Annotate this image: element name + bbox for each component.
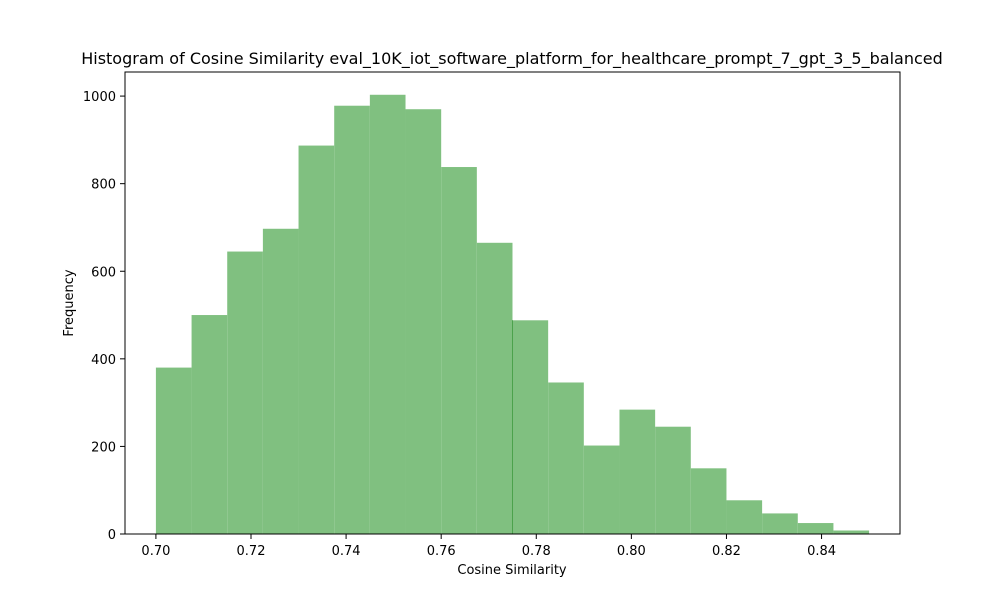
histogram-bar xyxy=(797,523,834,534)
x-tick-label: 0.74 xyxy=(332,544,361,559)
x-tick-label: 0.82 xyxy=(712,544,741,559)
histogram-bar xyxy=(512,320,549,534)
histogram-bar xyxy=(833,530,870,534)
histogram-bar xyxy=(227,251,263,534)
histogram-bar xyxy=(762,513,798,534)
y-tick-label: 800 xyxy=(91,178,116,193)
y-tick-label: 1000 xyxy=(83,90,116,105)
histogram-bar xyxy=(655,426,691,534)
histogram-bar xyxy=(155,367,192,534)
x-tick-label: 0.80 xyxy=(617,544,646,559)
histogram-bar xyxy=(726,500,763,534)
x-tick-label: 0.76 xyxy=(427,544,456,559)
x-axis-ticks: 0.70 0.72 0.74 0.76 0.78 0.80 0.82 0.84 xyxy=(141,534,836,559)
y-tick-label: 600 xyxy=(91,265,116,280)
histogram-bar xyxy=(298,145,335,534)
histogram-bar xyxy=(262,228,299,535)
x-tick-label: 0.78 xyxy=(522,544,551,559)
chart-title: Histogram of Cosine Similarity eval_10K_… xyxy=(81,49,943,69)
histogram-bar xyxy=(191,315,228,534)
x-tick-label: 0.84 xyxy=(807,544,836,559)
x-tick-label: 0.72 xyxy=(237,544,266,559)
histogram-bar xyxy=(583,445,620,534)
y-tick-label: 200 xyxy=(91,440,116,455)
y-tick-label: 0 xyxy=(108,528,116,543)
bars-group xyxy=(155,94,870,535)
histogram-bar xyxy=(369,94,406,535)
histogram-bar xyxy=(619,409,656,534)
y-tick-label: 400 xyxy=(91,353,116,368)
histogram-bar xyxy=(476,242,513,534)
histogram-bar xyxy=(405,109,442,534)
histogram-bar xyxy=(441,167,477,535)
y-axis-ticks: 0 200 400 600 800 1000 xyxy=(83,90,125,543)
histogram-bar xyxy=(548,382,584,534)
plot-frame xyxy=(124,71,901,535)
histogram-bar xyxy=(334,105,370,535)
x-axis-label: Cosine Similarity xyxy=(457,563,567,578)
x-tick-label: 0.70 xyxy=(141,544,170,559)
histogram-bar xyxy=(690,468,727,534)
y-axis-label: Frequency xyxy=(62,269,77,336)
